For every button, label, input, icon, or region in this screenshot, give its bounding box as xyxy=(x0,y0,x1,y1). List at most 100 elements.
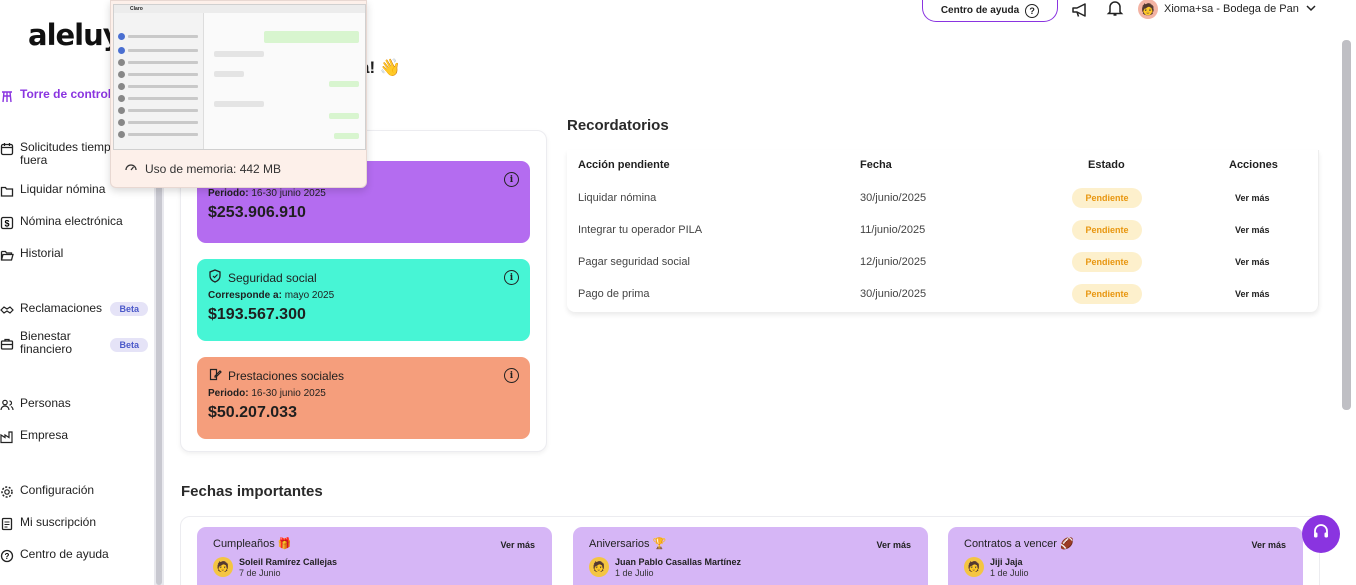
info-icon[interactable]: i xyxy=(504,172,519,187)
ver-mas-link[interactable]: Ver más xyxy=(1251,540,1286,550)
user-name: Xioma+sa - Bodega de Pan xyxy=(1164,3,1299,15)
ver-mas-link[interactable]: Ver más xyxy=(876,540,911,550)
thumbnail-message-out xyxy=(329,113,359,119)
thumbnail-titlebar xyxy=(114,5,365,13)
beta-badge: Beta xyxy=(110,302,148,316)
sidebar-item-reclamaciones[interactable]: Reclamaciones Beta xyxy=(0,302,154,317)
table-row-date: 30/junio/2025 xyxy=(860,288,927,300)
birthdays-card: Cumpleaños 🎁 Ver más 🧑 Soleil Ramírez Ca… xyxy=(197,527,552,585)
folder-open-icon xyxy=(0,248,14,262)
thumbnail-chat-row xyxy=(128,35,198,38)
sidebar-item-configuracion[interactable]: Configuración xyxy=(0,484,154,499)
thumbnail-message-out xyxy=(334,133,359,139)
table-row-date: 12/junio/2025 xyxy=(860,256,927,268)
people-icon xyxy=(0,398,14,412)
avatar: 🧑 xyxy=(213,557,233,577)
sidebar-item-bienestar-financiero[interactable]: Bienestar financiero Beta xyxy=(0,330,154,356)
sidebar-item-liquidar-nomina[interactable]: Liquidar nómina xyxy=(0,183,154,198)
sidebar-item-label: Configuración xyxy=(20,483,95,497)
col-header-status: Estado xyxy=(1088,159,1125,171)
briefcase-icon xyxy=(0,337,14,351)
table-row-action: Pago de prima xyxy=(578,288,650,300)
svg-text:?: ? xyxy=(5,552,10,561)
reminders-title: Recordatorios xyxy=(567,117,669,134)
card-period: Corresponde a: mayo 2025 xyxy=(208,290,335,301)
status-badge: Pendiente xyxy=(1072,284,1142,304)
sidebar-item-personas[interactable]: Personas xyxy=(0,397,154,412)
window-thumbnail[interactable]: Claro xyxy=(113,4,366,150)
thumbnail-chat-avatar xyxy=(118,83,125,90)
help-center-label: Centro de ayuda xyxy=(940,5,1020,16)
sidebar-item-label: Liquidar nómina xyxy=(20,182,106,196)
info-icon[interactable]: i xyxy=(504,270,519,285)
thumbnail-chat-avatar xyxy=(118,95,125,102)
sidebar-item-mi-suscripcion[interactable]: Mi suscripción xyxy=(0,516,154,531)
sidebar-item-label: Bienestar financiero xyxy=(20,329,73,356)
thumbnail-message-in xyxy=(214,101,264,107)
ver-mas-link[interactable]: Ver más xyxy=(1235,225,1270,235)
table-row-date: 30/junio/2025 xyxy=(860,192,927,204)
table-row-action: Pagar seguridad social xyxy=(578,256,690,268)
window-preview-popup[interactable]: Claro Uso de memo xyxy=(110,0,367,188)
sidebar-item-torre-de-control[interactable]: Torre de control xyxy=(0,88,154,103)
avatar: 🧑 xyxy=(964,557,984,577)
factory-icon xyxy=(0,430,14,444)
thumbnail-chat-row xyxy=(128,85,198,88)
dollar-icon: $ xyxy=(0,216,14,230)
prestaciones-sociales-card[interactable]: Prestaciones sociales i Periodo: 16-30 j… xyxy=(197,357,530,439)
thumbnail-chat-row xyxy=(128,49,198,52)
user-menu[interactable]: 🧑 Xioma+sa - Bodega de Pan xyxy=(1138,0,1317,19)
seguridad-social-card[interactable]: Seguridad social i Corresponde a: mayo 2… xyxy=(197,259,530,341)
chevron-down-icon xyxy=(1305,2,1317,17)
sidebar-item-label: Mi suscripción xyxy=(20,515,97,529)
sidebar-item-label: Empresa xyxy=(20,428,69,442)
thumbnail-chat-row xyxy=(128,73,198,76)
person-date: 1 de Julio xyxy=(615,568,654,578)
ver-mas-link[interactable]: Ver más xyxy=(1235,193,1270,203)
document-icon xyxy=(0,517,14,531)
thumbnail-chat-avatar xyxy=(118,33,125,40)
sidebar-item-label: Solicitudes tiemp fuera xyxy=(20,140,111,167)
person-date: 7 de Junio xyxy=(239,568,281,578)
important-dates-title: Fechas importantes xyxy=(181,483,323,500)
thumbnail-title: Claro xyxy=(130,6,143,12)
sidebar-item-empresa[interactable]: Empresa xyxy=(0,429,154,444)
ver-mas-link[interactable]: Ver más xyxy=(500,540,535,550)
sidebar-item-centro-de-ayuda[interactable]: ? Centro de ayuda xyxy=(0,548,154,563)
avatar: 🧑 xyxy=(1138,0,1158,19)
list-item: 🧑 Jiji Jaja 1 de Julio xyxy=(964,557,1287,578)
sidebar-item-nomina-electronica[interactable]: $ Nómina electrónica xyxy=(0,215,154,230)
thumbnail-chat-avatar xyxy=(118,119,125,126)
sidebar-item-label: Historial xyxy=(20,246,64,260)
avatar: 🧑 xyxy=(589,557,609,577)
sidebar-item-label: Centro de ayuda xyxy=(20,547,109,561)
card-title: Prestaciones sociales xyxy=(228,368,345,383)
ver-mas-link[interactable]: Ver más xyxy=(1235,257,1270,267)
person-name: Jiji Jaja xyxy=(990,557,1023,567)
main-scrollbar-thumb[interactable] xyxy=(1342,40,1351,410)
table-row-action: Integrar tu operador PILA xyxy=(578,224,703,236)
thumbnail-message-out xyxy=(264,31,359,43)
ver-mas-link[interactable]: Ver más xyxy=(1235,289,1270,299)
help-icon: ? xyxy=(0,549,14,563)
support-chat-button[interactable] xyxy=(1302,515,1340,553)
megaphone-icon[interactable] xyxy=(1071,2,1091,23)
sidebar-scrollbar[interactable] xyxy=(154,0,164,585)
help-center-button[interactable]: Centro de ayuda ? xyxy=(922,0,1058,22)
svg-text:$: $ xyxy=(4,219,9,229)
person-name: Juan Pablo Casallas Martínez xyxy=(615,557,742,567)
bell-icon[interactable] xyxy=(1106,0,1124,22)
expiring-contracts-card: Contratos a vencer 🏈 Ver más 🧑 Jiji Jaja… xyxy=(948,527,1303,585)
info-icon[interactable]: i xyxy=(504,368,519,383)
card-period: Periodo: 16-30 junio 2025 xyxy=(208,388,326,399)
sidebar-item-historial[interactable]: Historial xyxy=(0,247,154,262)
calendar-icon xyxy=(0,142,14,156)
headset-icon xyxy=(1311,522,1331,547)
card-amount: $253.906.910 xyxy=(208,204,306,221)
sidebar-scrollbar-thumb[interactable] xyxy=(156,120,162,585)
col-header-action: Acción pendiente xyxy=(578,159,670,171)
table-row-date: 11/junio/2025 xyxy=(860,224,926,236)
card-title: Contratos a vencer 🏈 xyxy=(964,538,1074,550)
sidebar-item-solicitudes[interactable]: Solicitudes tiemp fuera xyxy=(0,141,154,167)
thumbnail-chat-row xyxy=(128,97,198,100)
